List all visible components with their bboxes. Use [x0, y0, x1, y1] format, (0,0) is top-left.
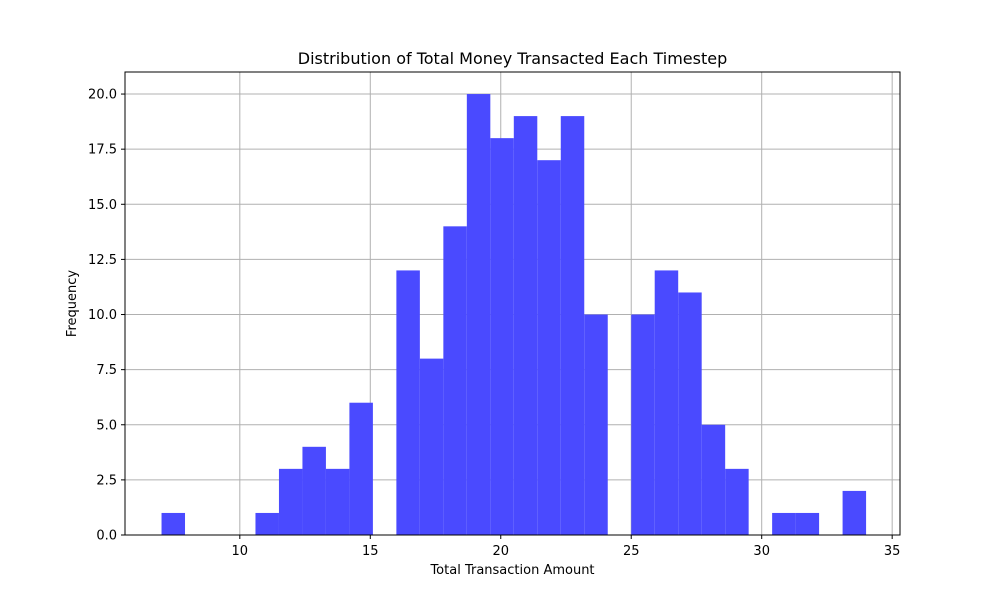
- x-axis-ticks: 10 15 20 25 30 35: [232, 535, 901, 559]
- x-tick-label: 20: [492, 544, 509, 559]
- y-axis-label: Frequency: [65, 270, 80, 337]
- histogram-bar: [654, 270, 679, 535]
- histogram-bar: [419, 358, 444, 535]
- histogram-bar: [443, 226, 467, 536]
- histogram-bar: [466, 94, 491, 536]
- y-tick-label: 2.5: [96, 473, 117, 488]
- y-tick-label: 0.0: [96, 529, 117, 544]
- bars: [161, 94, 867, 536]
- histogram-bar: [842, 490, 867, 535]
- chart-title: Distribution of Total Money Transacted E…: [298, 49, 727, 68]
- y-tick-label: 5.0: [96, 418, 117, 433]
- y-tick-label: 15.0: [88, 198, 117, 213]
- y-tick-label: 10.0: [88, 308, 117, 323]
- histogram-bar: [678, 292, 702, 535]
- histogram-bar: [349, 402, 373, 535]
- plot-frame: [124, 71, 901, 536]
- histogram-bar: [537, 160, 561, 535]
- histogram-bar: [701, 424, 726, 535]
- y-tick-label: 20.0: [88, 88, 117, 103]
- y-tick-label: 17.5: [88, 143, 117, 158]
- histogram-bar: [631, 314, 655, 535]
- histogram-bar: [161, 512, 186, 535]
- x-tick-label: 25: [623, 544, 640, 559]
- histogram-bar: [584, 314, 608, 535]
- histogram-bar: [560, 116, 585, 535]
- x-tick-label: 10: [232, 544, 249, 559]
- histogram-bar: [396, 270, 420, 535]
- histogram-bar: [278, 468, 303, 535]
- histogram-bar: [302, 446, 326, 535]
- y-tick-label: 7.5: [96, 363, 117, 378]
- x-axis-label: Total Transaction Amount: [429, 563, 594, 578]
- histogram-bar: [490, 138, 514, 535]
- y-axis-ticks: 0.0 2.5 5.0 7.5 10.0 12.5 15.0 17.5 20.0: [88, 88, 125, 544]
- histogram-bar: [772, 512, 796, 535]
- x-tick-label: 35: [884, 544, 901, 559]
- y-tick-label: 12.5: [88, 253, 117, 268]
- histogram-bar: [255, 512, 279, 535]
- x-tick-label: 30: [753, 544, 770, 559]
- histogram-bar: [725, 468, 749, 535]
- histogram-bar: [795, 512, 820, 535]
- histogram-bar: [513, 116, 538, 535]
- x-tick-label: 15: [362, 544, 379, 559]
- histogram-bar: [325, 468, 350, 535]
